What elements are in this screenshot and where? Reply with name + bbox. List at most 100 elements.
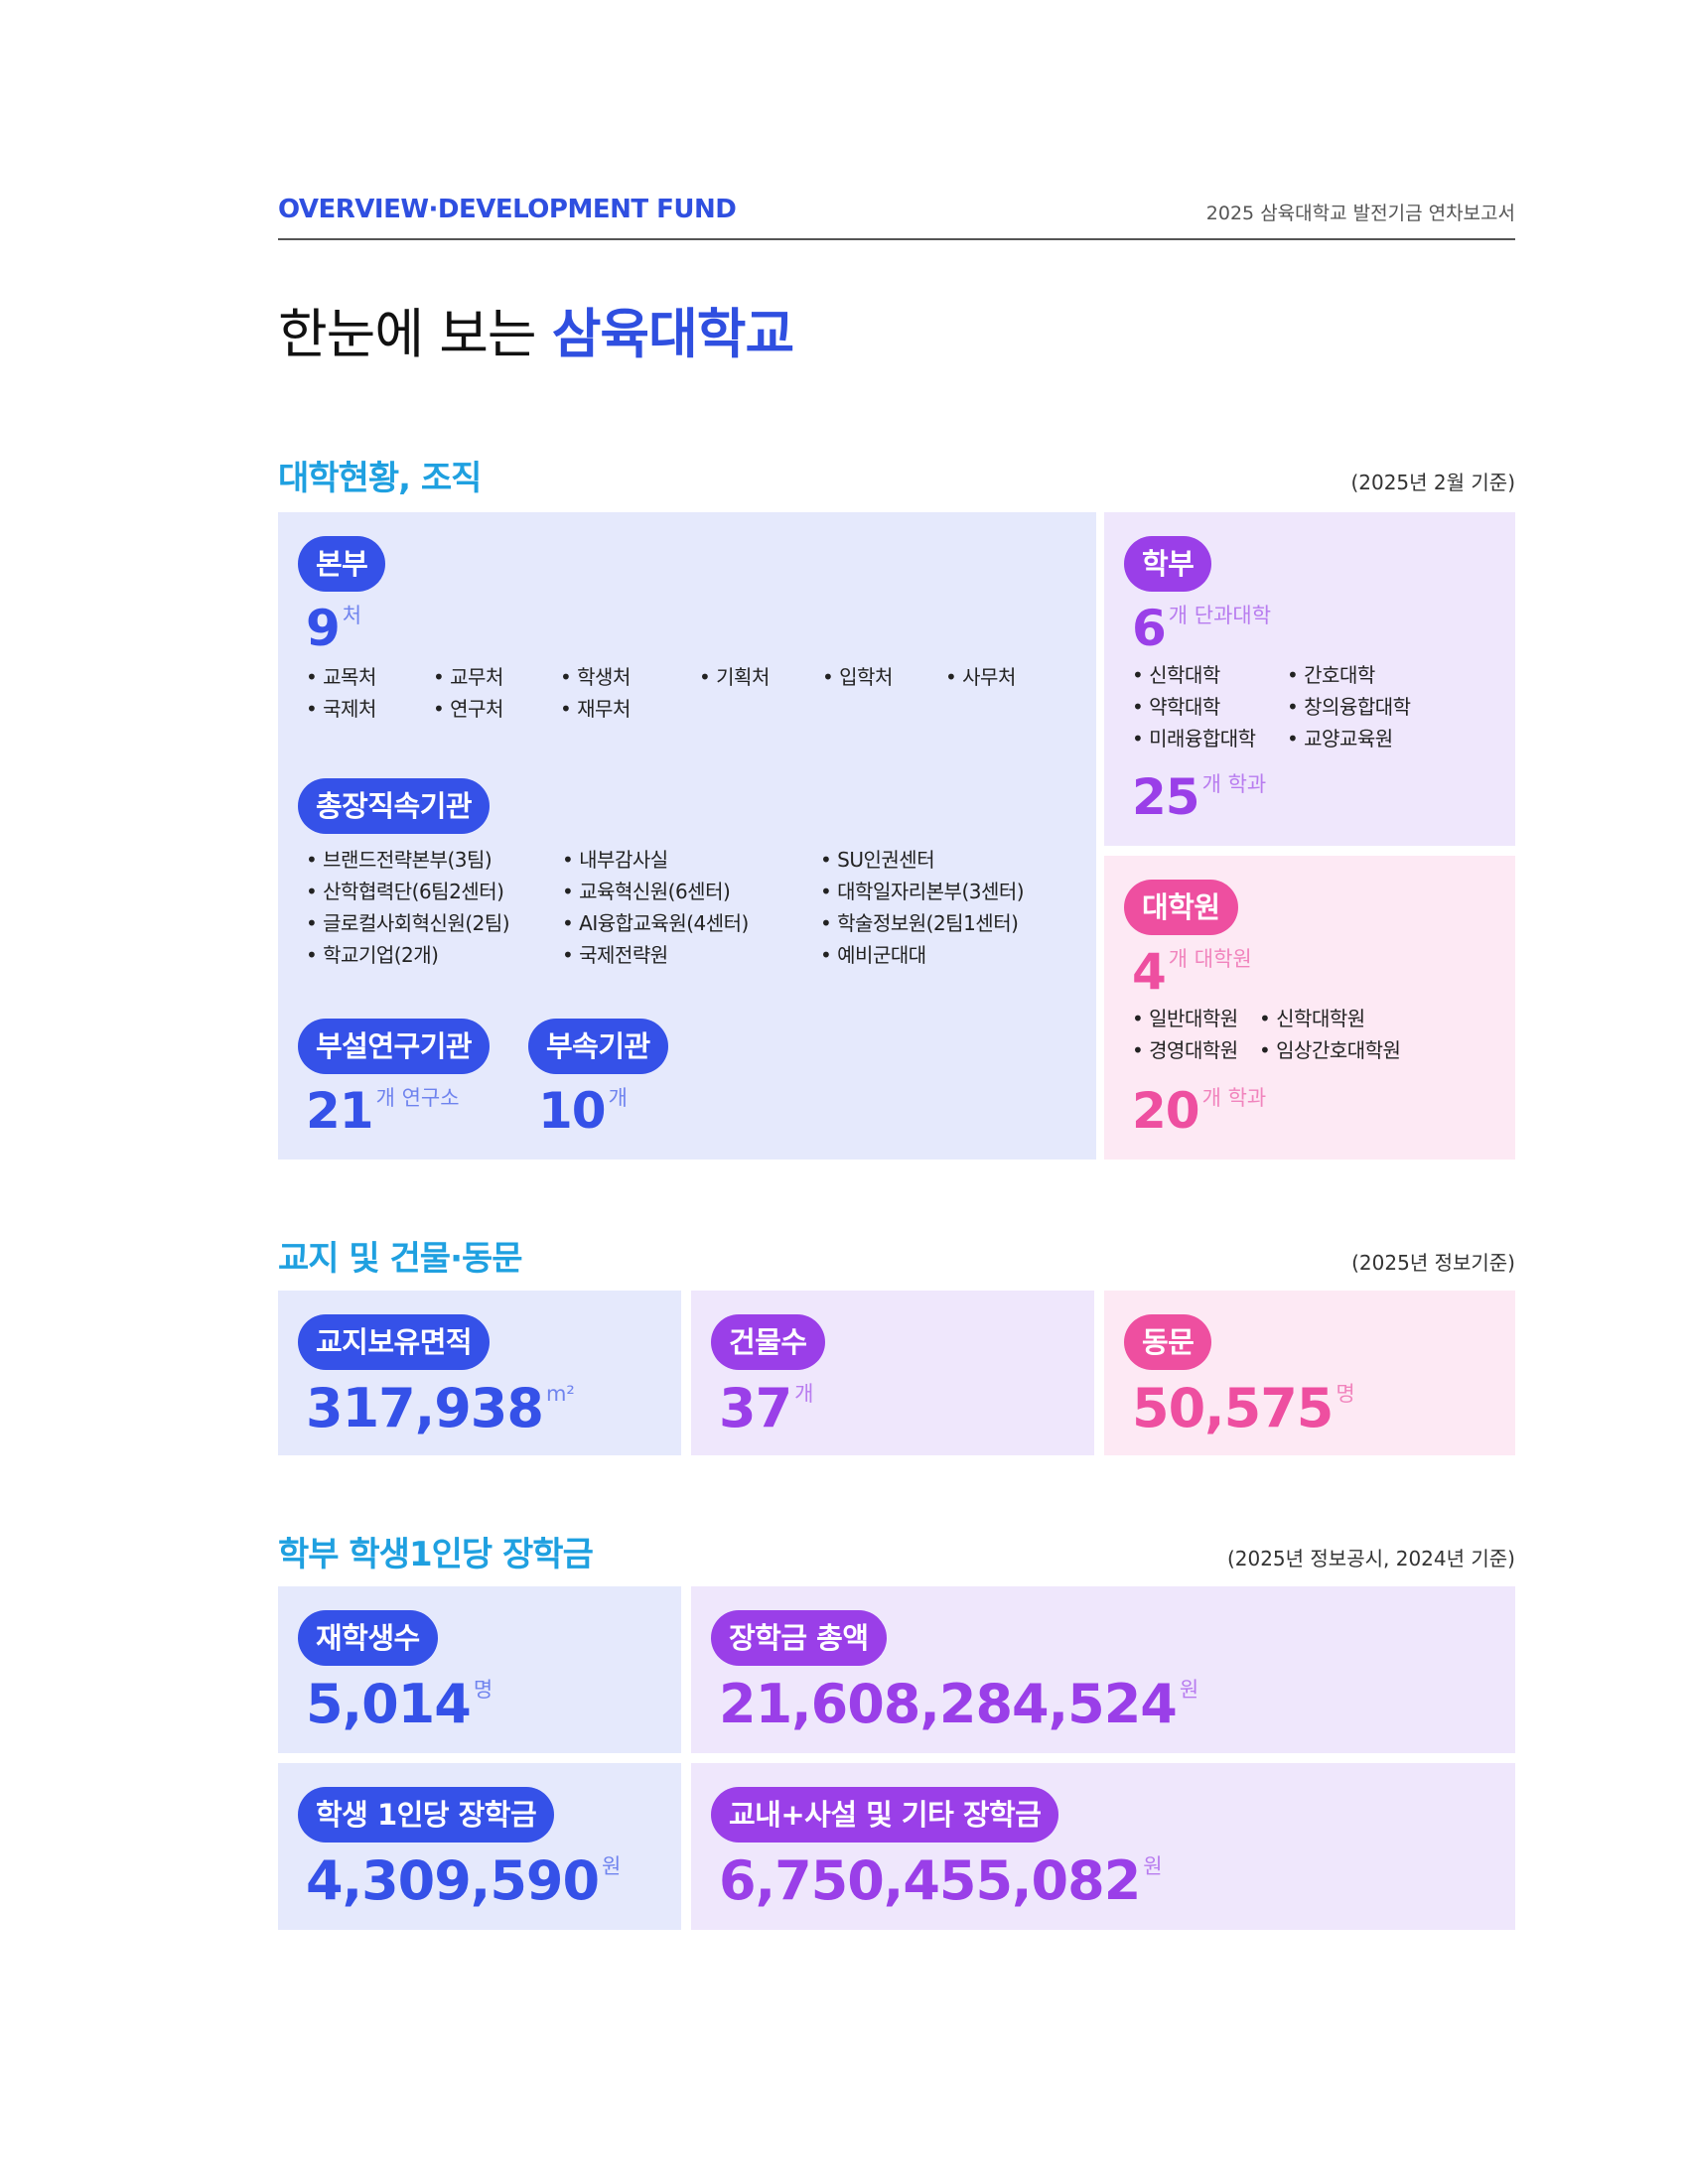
- buildings-value: 37: [719, 1377, 792, 1439]
- alumni-pill: 동문: [1124, 1314, 1212, 1370]
- president-item: • SU인권센터: [820, 848, 935, 872]
- buildings-unit: 개: [794, 1382, 814, 1406]
- students-value: 5,014: [306, 1673, 472, 1735]
- president-item: • AI융합교육원(4센터): [562, 911, 749, 935]
- affiliated-value: 10: [538, 1082, 607, 1140]
- bonbu-item: • 학생처: [560, 665, 631, 689]
- land-stat: 317,938 m²: [306, 1382, 575, 1435]
- grad-pill: 대학원: [1124, 880, 1238, 935]
- affiliated-unit: 개: [608, 1086, 628, 1110]
- students-unit: 명: [473, 1678, 493, 1702]
- grad-value: 4: [1132, 943, 1167, 1001]
- per-student-stat: 4,309,590 원: [306, 1854, 621, 1908]
- grad-item: • 경영대학원: [1132, 1038, 1238, 1062]
- president-item: • 대학일자리본부(3센터): [820, 880, 1025, 903]
- bonbu-unit: 처: [342, 604, 362, 627]
- students-panel: 재학생수 5,014 명: [278, 1586, 681, 1753]
- total-value: 21,608,284,524: [719, 1673, 1178, 1735]
- bonbu-item: • 사무처: [945, 665, 1016, 689]
- section-note-scholarship: (2025년 정보공시, 2024년 기준): [1226, 1547, 1515, 1570]
- bonbu-item: • 재무처: [560, 697, 631, 721]
- grad-unit: 개 대학원: [1168, 947, 1252, 971]
- other-panel: 교내+사설 및 기타 장학금 6,750,455,082 원: [691, 1763, 1515, 1930]
- land-panel: 교지보유면적 317,938 m²: [278, 1291, 681, 1455]
- other-pill: 교내+사설 및 기타 장학금: [711, 1787, 1059, 1843]
- bonbu-item: • 입학처: [822, 665, 893, 689]
- grad-dept-unit: 개 학과: [1201, 1086, 1267, 1110]
- undergrad-item: • 교양교육원: [1287, 727, 1393, 751]
- buildings-panel: 건물수 37 개: [691, 1291, 1094, 1455]
- undergrad-item: • 창의융합대학: [1287, 695, 1411, 719]
- header-divider: [278, 238, 1515, 240]
- alumni-stat: 50,575 명: [1132, 1382, 1355, 1435]
- per-student-panel: 학생 1인당 장학금 4,309,590 원: [278, 1763, 681, 1930]
- total-stat: 21,608,284,524 원: [719, 1678, 1198, 1731]
- undergrad-item: • 간호대학: [1287, 663, 1375, 687]
- report-section-label: OVERVIEW·DEVELOPMENT FUND: [278, 195, 737, 224]
- president-item: • 국제전략원: [562, 943, 668, 967]
- other-unit: 원: [1143, 1854, 1163, 1878]
- bonbu-value: 9: [306, 600, 341, 657]
- other-stat: 6,750,455,082 원: [719, 1854, 1163, 1908]
- section-note-campus: (2025년 정보기준): [1351, 1251, 1515, 1275]
- land-unit: m²: [545, 1382, 575, 1406]
- undergrad-unit: 개 단과대학: [1168, 604, 1272, 627]
- grad-dept-value: 20: [1132, 1082, 1200, 1140]
- land-value: 317,938: [306, 1377, 544, 1439]
- per-student-pill: 학생 1인당 장학금: [298, 1787, 555, 1843]
- other-value: 6,750,455,082: [719, 1849, 1141, 1912]
- president-item: • 학술정보원(2팀1센터): [820, 911, 1019, 935]
- grad-dept-count: 20 개 학과: [1132, 1086, 1266, 1136]
- president-pill: 총장직속기관: [298, 778, 491, 834]
- undergrad-dept-value: 25: [1132, 768, 1200, 826]
- grad-item: • 신학대학원: [1259, 1007, 1365, 1030]
- per-student-unit: 원: [602, 1854, 622, 1878]
- alumni-unit: 명: [1336, 1382, 1355, 1406]
- grad-item: • 일반대학원: [1132, 1007, 1238, 1030]
- president-item: • 산학협력단(6팀2센터): [306, 880, 504, 903]
- report-title: 2025 삼육대학교 발전기금 연차보고서: [1205, 203, 1515, 224]
- section-heading-scholarship: 학부 학생1인당 장학금: [278, 1535, 594, 1574]
- undergrad-item: • 약학대학: [1132, 695, 1220, 719]
- buildings-stat: 37 개: [719, 1382, 813, 1435]
- land-pill: 교지보유면적: [298, 1314, 491, 1370]
- president-item: • 내부감사실: [562, 848, 668, 872]
- president-item: • 브랜드전략본부(3팀): [306, 848, 492, 872]
- section-heading-campus: 교지 및 건물·동문: [278, 1239, 523, 1279]
- president-item: • 글로컬사회혁신원(2팀): [306, 911, 510, 935]
- per-student-value: 4,309,590: [306, 1849, 600, 1912]
- president-item: • 교육혁신원(6센터): [562, 880, 731, 903]
- president-item: • 학교기업(2개): [306, 943, 439, 967]
- research-unit: 개 연구소: [375, 1086, 460, 1110]
- section-heading-org: 대학현황, 조직: [278, 459, 482, 498]
- alumni-panel: 동문 50,575 명: [1104, 1291, 1515, 1455]
- grad-item: • 임상간호대학원: [1259, 1038, 1401, 1062]
- bonbu-item: • 연구처: [433, 697, 503, 721]
- affiliated-pill: 부속기관: [528, 1019, 668, 1074]
- research-count: 21 개 연구소: [306, 1086, 460, 1136]
- page-title-prefix: 한눈에 보는: [278, 303, 552, 365]
- bonbu-item: • 교무처: [433, 665, 503, 689]
- total-pill: 장학금 총액: [711, 1610, 887, 1666]
- bonbu-item: • 교목처: [306, 665, 376, 689]
- students-stat: 5,014 명: [306, 1678, 492, 1731]
- undergrad-dept-count: 25 개 학과: [1132, 772, 1266, 822]
- undergrad-dept-unit: 개 학과: [1201, 772, 1267, 796]
- bonbu-item: • 기획처: [699, 665, 770, 689]
- students-pill: 재학생수: [298, 1610, 438, 1666]
- bonbu-item: • 국제처: [306, 697, 376, 721]
- affiliated-count: 10 개: [538, 1086, 628, 1136]
- president-item: • 예비군대대: [820, 943, 926, 967]
- alumni-value: 50,575: [1132, 1377, 1334, 1439]
- buildings-pill: 건물수: [711, 1314, 825, 1370]
- research-value: 21: [306, 1082, 374, 1140]
- total-panel: 장학금 총액 21,608,284,524 원: [691, 1586, 1515, 1753]
- section-note-org: (2025년 2월 기준): [1350, 471, 1515, 494]
- undergrad-value: 6: [1132, 600, 1167, 657]
